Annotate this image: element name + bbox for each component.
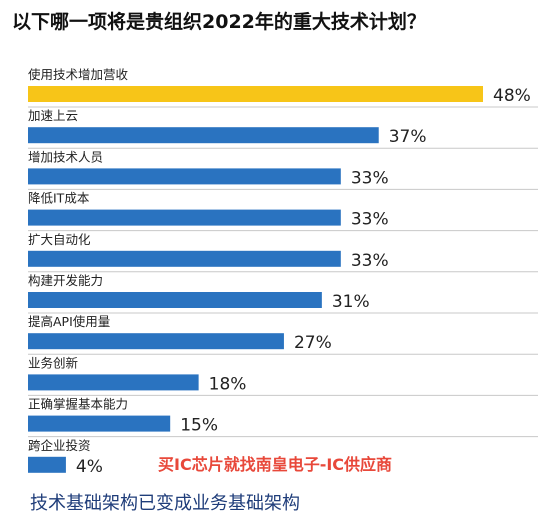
value-label: 4%	[76, 457, 103, 477]
category-label: 构建开发能力	[28, 273, 103, 288]
category-label: 业务创新	[28, 355, 78, 370]
value-label: 48%	[493, 86, 531, 106]
value-label: 31%	[332, 292, 370, 312]
bar	[28, 250, 341, 267]
bar	[28, 415, 171, 432]
bar	[28, 209, 341, 226]
bar	[28, 456, 66, 473]
bar	[28, 168, 341, 185]
value-label: 27%	[294, 333, 332, 353]
category-label: 降低IT成本	[28, 191, 90, 206]
chart-footer: 技术基础架构已变成业务基础架构	[30, 493, 300, 514]
category-label: 扩大自动化	[28, 232, 91, 247]
value-label: 33%	[351, 168, 389, 188]
bar	[28, 86, 483, 102]
category-label: 使用技术增加营收	[28, 67, 129, 82]
category-label: 提高API使用量	[28, 314, 110, 329]
category-label: 加速上云	[28, 108, 78, 123]
category-label: 跨企业投资	[28, 438, 91, 453]
bar	[28, 374, 199, 391]
category-label: 正确掌握基本能力	[28, 397, 128, 412]
value-label: 33%	[351, 251, 389, 271]
value-label: 15%	[180, 416, 218, 436]
bar	[28, 333, 284, 350]
bar	[28, 127, 379, 144]
bars-group: 使用技术增加营收 48% 加速上云 37% 增加技术人员 33% 降低IT成本 33% 扩大自动…	[28, 67, 538, 477]
category-label: 增加技术人员	[28, 149, 103, 164]
value-label: 18%	[209, 374, 247, 394]
chart-title: 以下哪一项将是贵组织2022年的重大技术计划？	[12, 10, 426, 33]
value-label: 37%	[389, 127, 427, 147]
bar	[28, 292, 322, 308]
watermark-text: 买IC芯片就找南皇电子-IC供应商	[158, 455, 392, 474]
value-label: 33%	[351, 210, 389, 230]
